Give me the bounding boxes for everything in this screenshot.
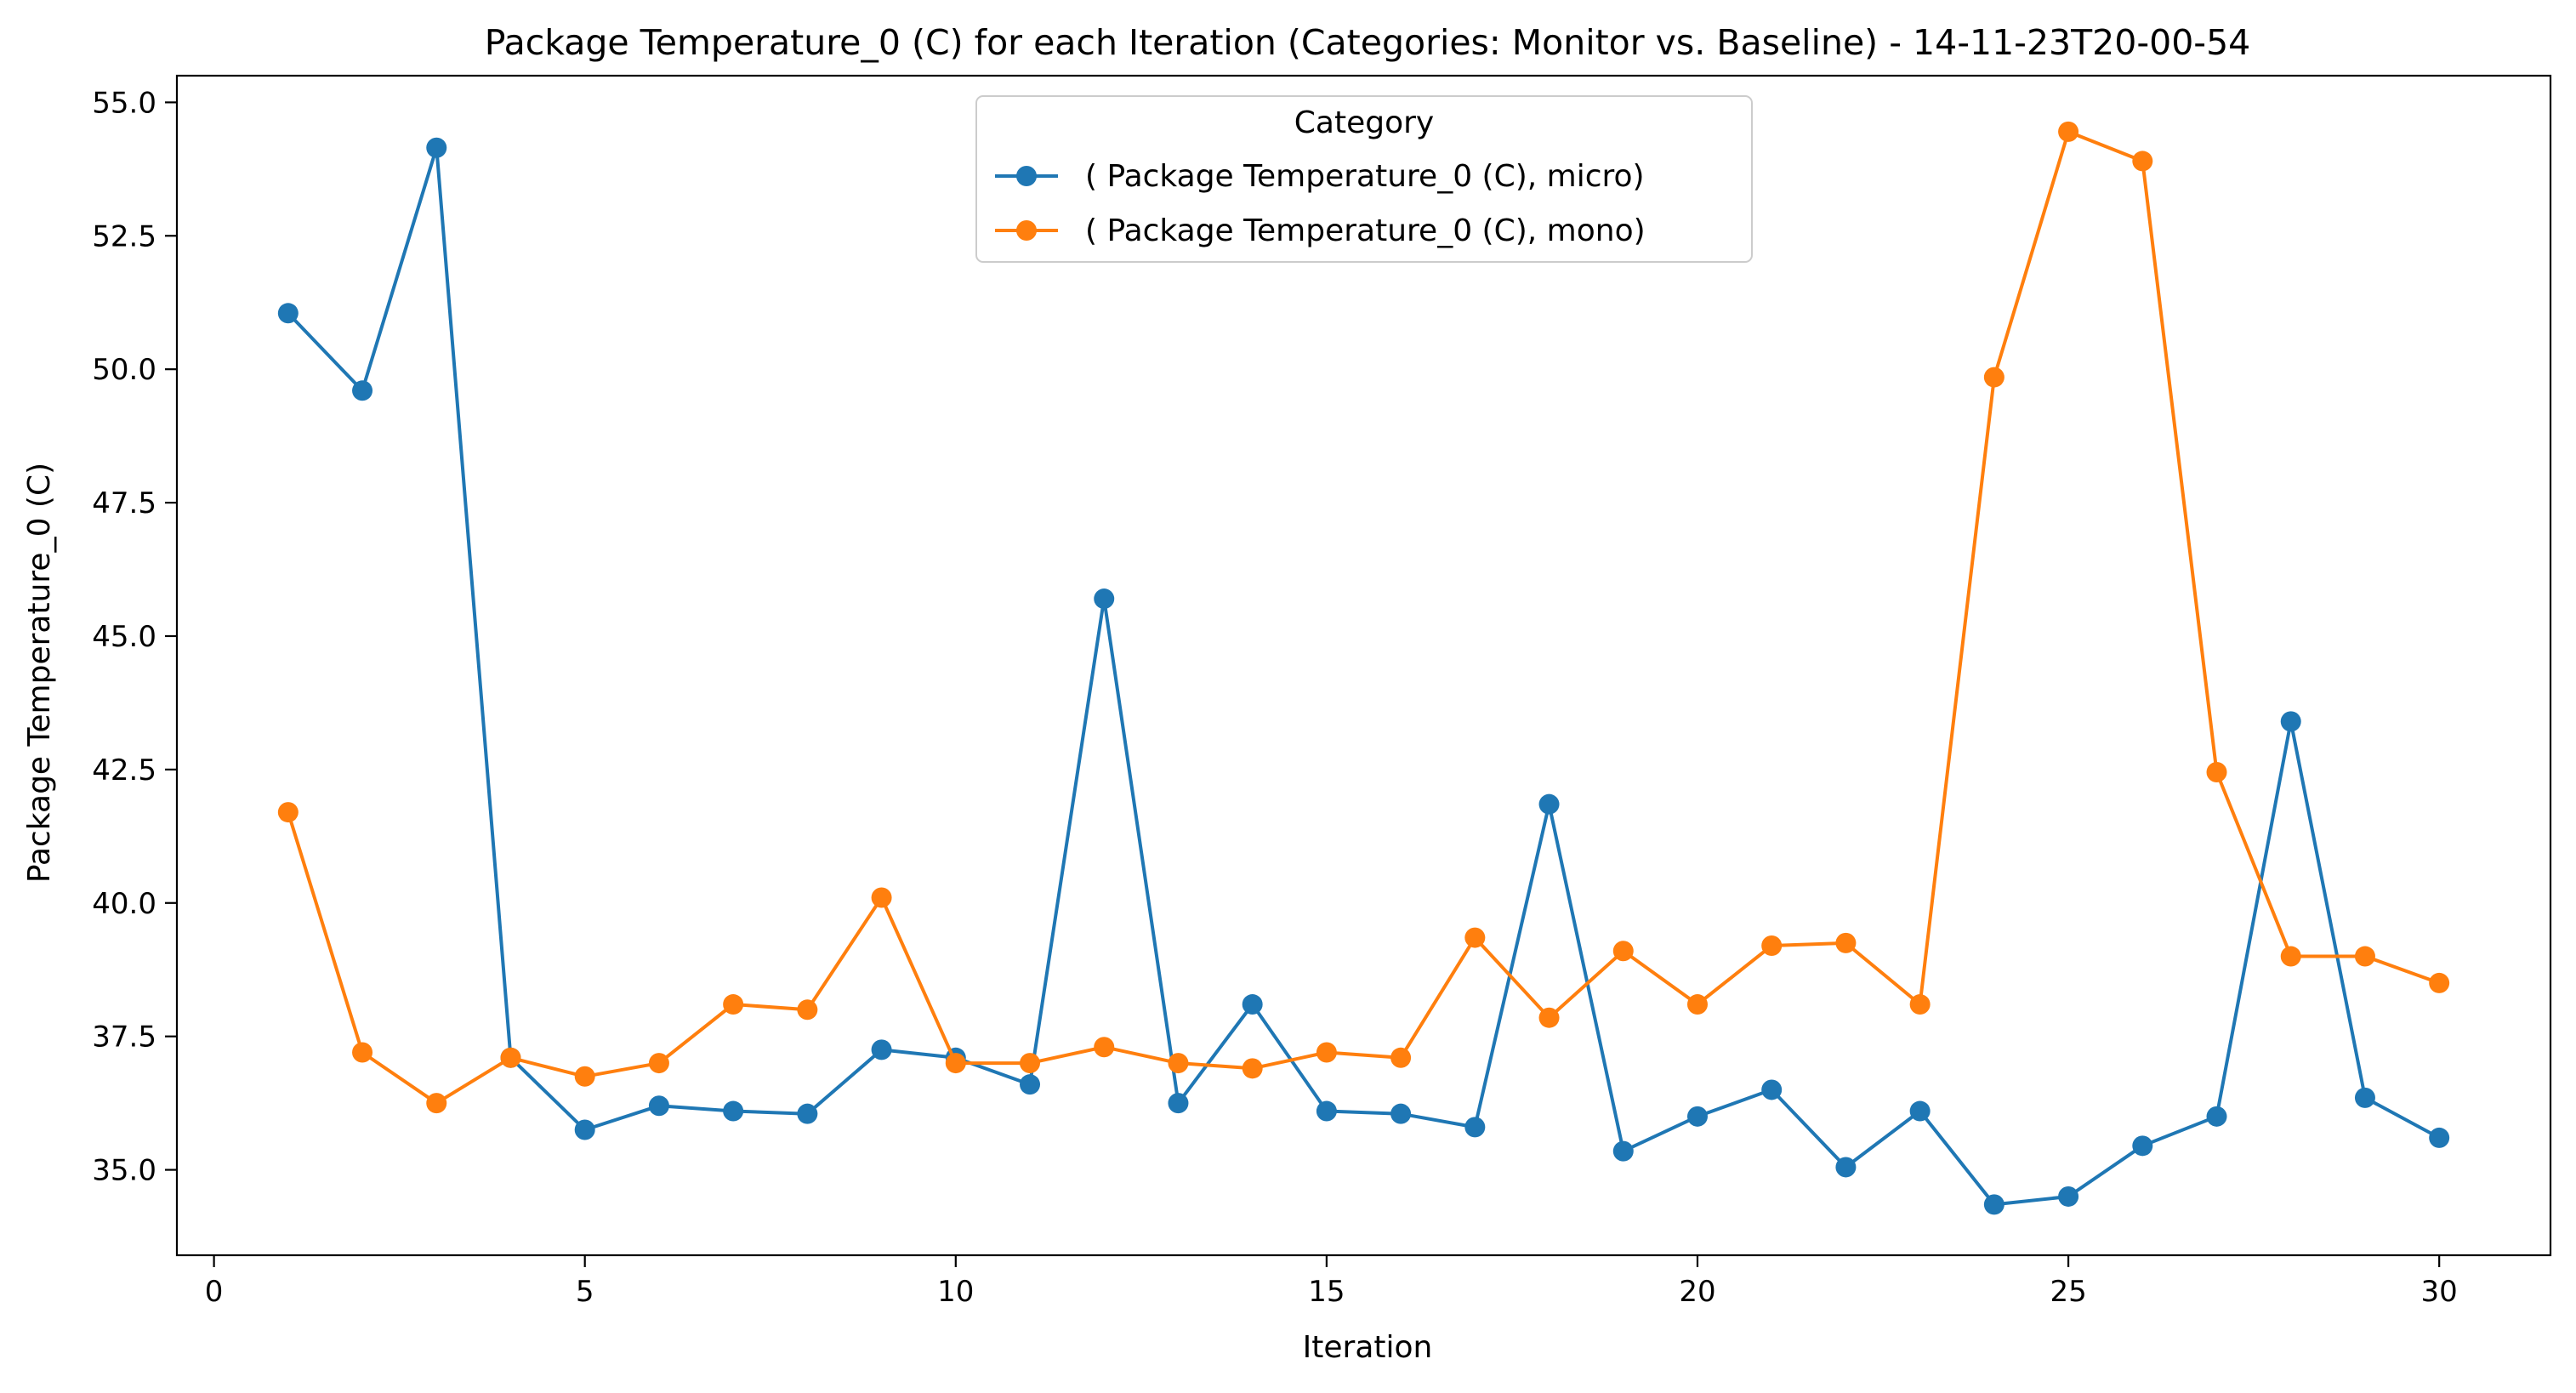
plot-frame xyxy=(175,74,2552,1257)
data-point-0 xyxy=(277,303,299,324)
data-point-1 xyxy=(2058,121,2079,142)
data-point-1 xyxy=(277,802,299,823)
data-point-0 xyxy=(2058,1185,2079,1207)
data-point-1 xyxy=(1464,927,1486,948)
data-point-1 xyxy=(2206,762,2227,783)
data-point-0 xyxy=(352,380,373,401)
data-point-1 xyxy=(1612,941,1634,962)
y-tick-label: 42.5 xyxy=(92,753,156,787)
data-point-0 xyxy=(723,1100,744,1122)
data-point-0 xyxy=(2429,1127,2450,1148)
data-point-1 xyxy=(1983,367,2005,388)
data-point-1 xyxy=(1538,1007,1560,1028)
data-point-0 xyxy=(1761,1079,1783,1100)
x-tick-label: 10 xyxy=(937,1275,974,1309)
data-point-0 xyxy=(1020,1074,1041,1095)
data-point-1 xyxy=(1909,994,1931,1015)
legend-entry-label: ( Package Temperature_0 (C), micro) xyxy=(1085,159,1645,194)
x-tick-label: 30 xyxy=(2421,1275,2458,1309)
y-tick-label: 55.0 xyxy=(92,86,156,120)
data-point-0 xyxy=(797,1103,818,1124)
y-tick-label: 45.0 xyxy=(92,620,156,654)
axes: 0 5 10 15 20 25 30 35.0 37.5 40.0 42.5 45.0 47.5 50.0… xyxy=(92,86,2458,1309)
data-point-0 xyxy=(1612,1140,1634,1162)
y-axis-label: Package Temperature_0 (C) xyxy=(22,463,57,883)
data-point-0 xyxy=(1242,994,1263,1015)
data-point-1 xyxy=(426,1093,447,1114)
data-point-1 xyxy=(1316,1042,1337,1063)
data-point-0 xyxy=(1835,1157,1857,1178)
data-point-0 xyxy=(871,1039,892,1060)
data-point-0 xyxy=(1168,1093,1189,1114)
legend-box xyxy=(975,95,1753,263)
data-point-1 xyxy=(1168,1053,1189,1074)
data-point-1 xyxy=(871,887,892,908)
data-point-0 xyxy=(1983,1194,2005,1215)
data-point-0 xyxy=(426,137,447,158)
data-point-0 xyxy=(2132,1135,2153,1157)
data-point-0 xyxy=(2354,1087,2375,1108)
data-point-1 xyxy=(1094,1037,1115,1058)
data-point-1 xyxy=(2132,151,2153,172)
x-tick-label: 15 xyxy=(1308,1275,1345,1309)
data-point-1 xyxy=(2354,946,2375,967)
data-point-1 xyxy=(2429,972,2450,993)
data-point-0 xyxy=(1094,588,1115,610)
series-line-0 xyxy=(287,145,2441,1207)
x-tick-label: 25 xyxy=(2050,1275,2086,1309)
data-point-1 xyxy=(723,994,744,1015)
data-point-1 xyxy=(1390,1047,1412,1068)
legend-swatch-marker xyxy=(1016,220,1037,241)
y-tick-label: 52.5 xyxy=(92,219,156,253)
data-point-1 xyxy=(945,1053,966,1074)
data-point-1 xyxy=(1242,1058,1263,1079)
x-tick-label: 20 xyxy=(1679,1275,1715,1309)
data-point-0 xyxy=(648,1095,669,1117)
data-point-1 xyxy=(1835,932,1857,953)
x-tick-label: 0 xyxy=(205,1275,224,1309)
data-point-1 xyxy=(352,1042,373,1063)
data-point-1 xyxy=(574,1066,595,1087)
data-point-1 xyxy=(648,1053,669,1074)
data-point-1 xyxy=(1686,994,1708,1015)
data-point-1 xyxy=(1020,1053,1041,1074)
legend-title: Category xyxy=(1294,105,1434,140)
data-point-0 xyxy=(1316,1100,1337,1122)
data-point-0 xyxy=(1538,793,1560,815)
data-point-0 xyxy=(1909,1100,1931,1122)
data-point-0 xyxy=(1464,1117,1486,1138)
data-point-0 xyxy=(574,1119,595,1140)
y-tick-label: 50.0 xyxy=(92,353,156,387)
data-point-0 xyxy=(2280,711,2301,732)
data-point-1 xyxy=(2280,946,2301,967)
y-tick-label: 40.0 xyxy=(92,887,156,921)
data-point-0 xyxy=(1686,1106,1708,1127)
y-tick-label: 35.0 xyxy=(92,1154,156,1188)
data-point-1 xyxy=(1761,935,1783,956)
chart-title: Package Temperature_0 (C) for each Itera… xyxy=(485,22,2251,63)
x-axis-label: Iteration xyxy=(1303,1330,1433,1365)
data-point-1 xyxy=(797,999,818,1021)
series-line-1 xyxy=(286,129,2440,1106)
data-point-0 xyxy=(2206,1106,2227,1127)
legend-entry-label: ( Package Temperature_0 (C), mono) xyxy=(1085,213,1646,248)
x-tick-label: 5 xyxy=(576,1275,594,1309)
y-tick-label: 47.5 xyxy=(92,486,156,520)
y-tick-label: 37.5 xyxy=(92,1021,156,1055)
legend: Category ( Package Temperature_0 (C), mic… xyxy=(975,95,1753,263)
legend-swatch-marker xyxy=(1016,166,1037,186)
data-point-0 xyxy=(1390,1103,1412,1124)
plot-area xyxy=(277,121,2450,1215)
data-point-1 xyxy=(500,1047,521,1068)
